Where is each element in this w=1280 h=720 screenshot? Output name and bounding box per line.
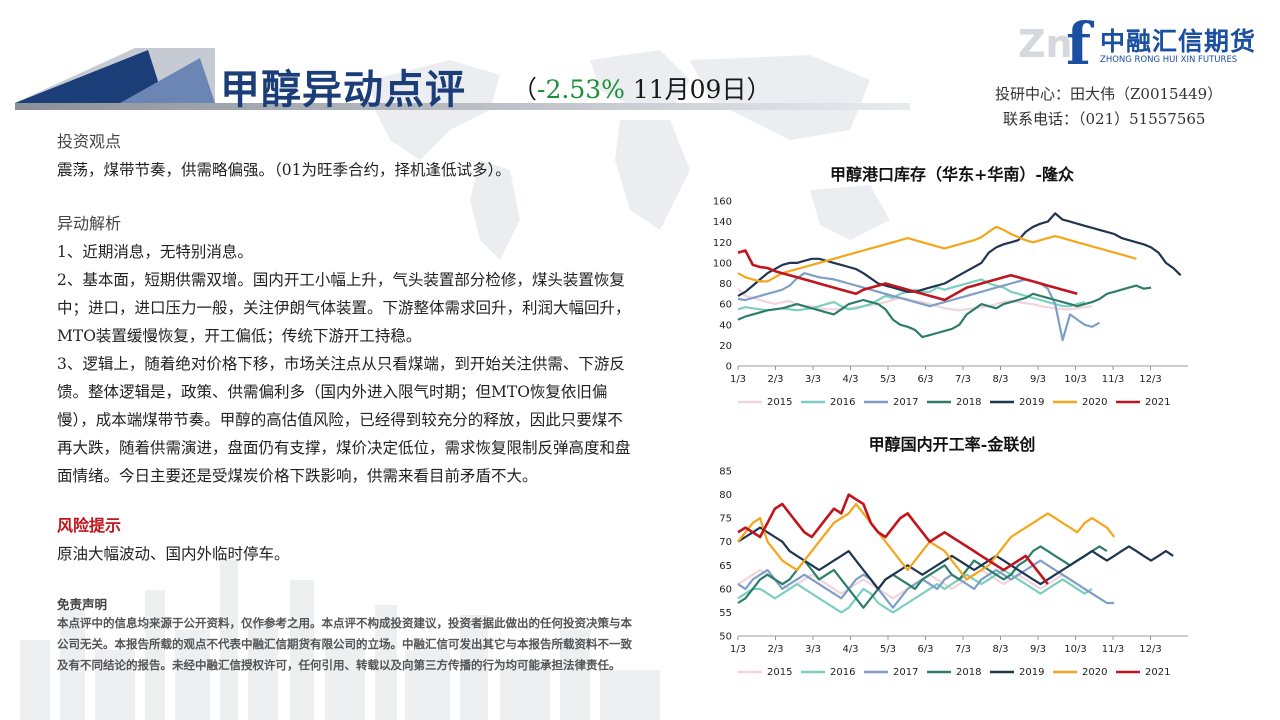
x-tick-label: 10/3 <box>1064 644 1086 655</box>
operating-rate-chart-svg: 甲醇国内开工率-金联创 50 55 60 65 70 75 80 85 1/3 2/3 3/3 4/3 5… <box>719 435 1188 678</box>
series-line-2018 <box>737 284 1152 339</box>
disclaimer-text: 本点评中的信息均来源于公开资料，仅作参考之用。本点评不构成投资建议，投资者据此做… <box>57 616 632 672</box>
chart-operating-rate: 甲醇国内开工率-金联创 50 55 60 65 70 75 80 85 1/3 2/3 3/3 4/3 5… <box>690 428 1210 690</box>
company-logo: Zn f <box>1018 12 1095 72</box>
city-skyline-watermark <box>20 560 660 720</box>
y-tick-label: 80 <box>719 279 732 290</box>
y-tick-label: 0 <box>726 362 732 373</box>
x-tick-label: 3/3 <box>805 644 821 655</box>
series-line-2021 <box>737 249 1078 302</box>
logo-mark: f <box>1066 12 1095 72</box>
risk-heading: 风险提示 <box>57 516 122 535</box>
y-tick-label: 60 <box>719 584 732 595</box>
x-tick-label: 9/3 <box>1030 644 1046 655</box>
x-tick-label: 11/3 <box>1102 374 1124 385</box>
legend-label-2016: 2016 <box>830 667 855 678</box>
y-tick-label: 120 <box>713 238 732 249</box>
legend-label-2015: 2015 <box>767 397 792 408</box>
port-inventory-chart-svg: 甲醇港口库存（华东+华南）-隆众 0 20 40 60 80 100 120 140 160 1/3… <box>713 165 1188 408</box>
subtitle-open: （ <box>512 75 538 104</box>
y-tick-label: 20 <box>719 341 732 352</box>
legend-label-2019: 2019 <box>1019 397 1044 408</box>
x-tick-label: 7/3 <box>955 644 971 655</box>
x-tick-label: 4/3 <box>842 374 858 385</box>
y-tick-label: 80 <box>719 490 732 501</box>
analysis-point-3: 3、逻辑上，随着绝对价格下移，市场关注点从只看煤端，到开始关注供需、下游反馈。整… <box>57 355 631 485</box>
y-tick-label: 140 <box>713 217 732 228</box>
contact-phone: 联系电话：（021）51557565 <box>1003 110 1206 128</box>
chart-port-inventory: 甲醇港口库存（华东+华南）-隆众 0 20 40 60 80 100 120 140 160 1/3… <box>690 158 1210 418</box>
legend-label-2020: 2020 <box>1082 397 1107 408</box>
analyst-info: 投研中心：田大伟（Z0015449） <box>995 85 1223 103</box>
x-tick-label: 12/3 <box>1139 374 1161 385</box>
analysis-point-2: 2、基本面，短期供需双增。国内开工小幅上升，气头装置部分检修，煤头装置恢复中；进… <box>57 271 631 345</box>
legend-label-2019: 2019 <box>1019 667 1044 678</box>
report-date: 11月09日） <box>624 75 772 104</box>
legend-label-2021: 2021 <box>1145 667 1170 678</box>
logo-company-name: 中融汇信期货 <box>1100 27 1257 56</box>
x-tick-label: 6/3 <box>917 374 933 385</box>
x-tick-label: 3/3 <box>805 374 821 385</box>
chart-title: 甲醇国内开工率-金联创 <box>869 435 1036 454</box>
series-line-2020 <box>737 225 1137 283</box>
chart-title: 甲醇港口库存（华东+华南）-隆众 <box>830 165 1075 184</box>
y-tick-label: 65 <box>719 561 732 572</box>
analysis-point-1: 1、近期消息，无特别消息。 <box>57 243 253 261</box>
header-banner <box>15 48 910 110</box>
y-tick-label: 70 <box>719 537 732 548</box>
x-tick-label: 5/3 <box>880 644 896 655</box>
x-tick-label: 2/3 <box>767 644 783 655</box>
series-line-2017 <box>737 559 1115 609</box>
x-tick-label: 2/3 <box>767 374 783 385</box>
series-line-2019 <box>737 526 1174 590</box>
y-tick-label: 160 <box>713 197 732 208</box>
x-tick-label: 11/3 <box>1102 644 1124 655</box>
legend-label-2015: 2015 <box>767 667 792 678</box>
legend-label-2018: 2018 <box>956 667 981 678</box>
x-tick-label: 1/3 <box>730 374 746 385</box>
view-text: 震荡，煤带节奏，供需略偏强。（01为旺季合约，择机逢低试多）。 <box>57 161 511 179</box>
logo-english-name: ZHONG RONG HUI XIN FUTURES <box>1100 55 1238 65</box>
x-tick-label: 12/3 <box>1139 644 1161 655</box>
world-map-watermark <box>370 50 890 260</box>
disclaimer: 免责声明 本点评中的信息均来源于公开资料，仅作参考之用。本点评不构成投资建议，投… <box>57 597 632 676</box>
legend-label-2018: 2018 <box>956 397 981 408</box>
y-tick-label: 55 <box>719 608 732 619</box>
y-tick-label: 60 <box>719 300 732 311</box>
x-tick-label: 9/3 <box>1030 374 1046 385</box>
series-line-2019 <box>737 212 1182 297</box>
svg-text:Zn: Zn <box>1018 22 1073 66</box>
series-line-2021 <box>737 493 1049 585</box>
legend-label-2020: 2020 <box>1082 667 1107 678</box>
y-tick-label: 40 <box>719 320 732 331</box>
series-line-2016 <box>737 568 1093 614</box>
x-tick-label: 8/3 <box>992 374 1008 385</box>
x-tick-label: 6/3 <box>917 644 933 655</box>
legend-label-2021: 2021 <box>1145 397 1170 408</box>
y-tick-label: 50 <box>719 632 732 643</box>
x-tick-label: 8/3 <box>992 644 1008 655</box>
analysis-heading: 异动解析 <box>57 214 122 233</box>
x-tick-label: 7/3 <box>955 374 971 385</box>
y-tick-label: 75 <box>719 514 732 525</box>
change-percent: -2.53% <box>537 75 625 104</box>
y-tick-label: 100 <box>713 258 732 269</box>
view-heading: 投资观点 <box>57 132 122 151</box>
commentary-column: 投资观点 震荡，煤带节奏，供需略偏强。（01为旺季合约，择机逢低试多）。 异动解… <box>57 128 632 568</box>
x-tick-label: 4/3 <box>842 644 858 655</box>
legend-label-2017: 2017 <box>893 397 918 408</box>
page-title: 甲醇异动点评 <box>220 66 466 113</box>
disclaimer-heading: 免责声明 <box>57 597 108 612</box>
x-tick-label: 10/3 <box>1064 374 1086 385</box>
risk-text: 原油大幅波动、国内外临时停车。 <box>57 545 290 563</box>
x-tick-label: 5/3 <box>880 374 896 385</box>
y-tick-label: 85 <box>719 467 732 478</box>
legend-label-2016: 2016 <box>830 397 855 408</box>
title-subtitle: （-2.53% 11月09日） <box>512 70 771 106</box>
legend-label-2017: 2017 <box>893 667 918 678</box>
x-tick-label: 1/3 <box>730 644 746 655</box>
series-line-2020 <box>737 502 1116 581</box>
